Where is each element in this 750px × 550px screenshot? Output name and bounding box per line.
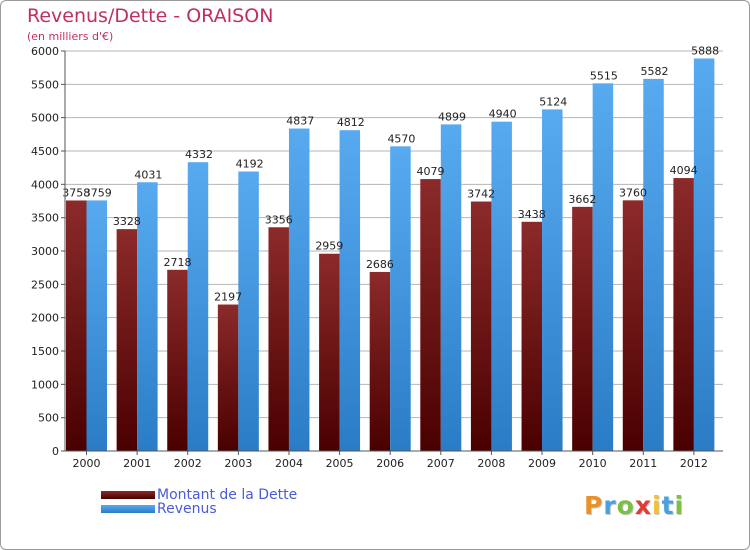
data-label-revenus: 5124 xyxy=(539,95,567,108)
bar-revenus xyxy=(693,58,715,451)
y-tick-label: 3500 xyxy=(31,212,59,225)
bar-revenus xyxy=(238,171,259,452)
bar-revenus xyxy=(288,128,310,451)
data-label-revenus: 4332 xyxy=(185,148,213,161)
legend-label-dette: Montant de la Dette xyxy=(157,487,298,503)
y-tick-label: 2500 xyxy=(31,278,59,291)
data-label-revenus: 4940 xyxy=(489,108,517,121)
y-tick-label: 6000 xyxy=(31,45,59,58)
data-label-revenus: 4812 xyxy=(337,116,365,129)
bar-dette xyxy=(470,201,492,451)
logo-letter: P xyxy=(584,491,604,520)
x-tick-label: 2003 xyxy=(224,457,252,470)
bar-dette xyxy=(521,221,543,451)
y-tick-label: 1000 xyxy=(31,378,59,391)
x-tick-label: 2006 xyxy=(376,457,404,470)
x-tick-label: 2005 xyxy=(326,457,354,470)
data-label-revenus: 4031 xyxy=(134,168,162,181)
logo-letter: i xyxy=(652,491,662,520)
data-label-revenus: 4899 xyxy=(438,110,466,123)
data-label-dette: 2197 xyxy=(214,291,242,304)
bar-dette xyxy=(217,304,239,451)
data-label-dette: 3760 xyxy=(619,186,647,199)
legend-swatch-revenus xyxy=(101,505,155,513)
x-tick-label: 2011 xyxy=(629,457,657,470)
proxiti-logo: Proxiti xyxy=(584,491,684,520)
bar-dette xyxy=(673,178,694,452)
y-tick-label: 4500 xyxy=(31,145,59,158)
x-tick-label: 2007 xyxy=(427,457,455,470)
logo-letter: x xyxy=(634,491,652,520)
data-label-dette: 2686 xyxy=(366,258,394,271)
data-label-dette: 3356 xyxy=(265,213,293,226)
bar-dette xyxy=(420,179,441,452)
y-tick-label: 1500 xyxy=(31,345,59,358)
logo-letter: t xyxy=(661,491,675,520)
y-tick-label: 4000 xyxy=(31,178,59,191)
data-label-revenus: 4570 xyxy=(387,132,415,145)
x-tick-label: 2002 xyxy=(174,457,202,470)
logo-letter: o xyxy=(616,491,635,520)
data-label-dette: 4094 xyxy=(670,164,698,177)
data-label-dette: 2959 xyxy=(315,240,343,253)
bar-dette xyxy=(319,253,340,451)
bar-revenus xyxy=(592,83,614,451)
logo-letter: r xyxy=(603,491,617,520)
bar-revenus xyxy=(390,146,411,452)
data-label-revenus: 5515 xyxy=(590,69,618,82)
data-label-dette: 3662 xyxy=(568,193,596,206)
bar-revenus xyxy=(643,78,664,451)
x-tick-label: 2008 xyxy=(477,457,505,470)
data-label-dette: 4079 xyxy=(417,165,445,178)
data-label-revenus: 5582 xyxy=(641,65,669,78)
data-label-revenus: 4837 xyxy=(286,115,314,128)
data-label-dette: 3742 xyxy=(467,188,495,201)
bar-dette xyxy=(572,206,593,451)
x-tick-label: 2012 xyxy=(680,457,708,470)
data-label-revenus: 3759 xyxy=(84,186,112,199)
y-tick-label: 2000 xyxy=(31,312,59,325)
x-tick-label: 2009 xyxy=(528,457,556,470)
y-tick-label: 5500 xyxy=(31,78,59,91)
bar-revenus xyxy=(137,182,158,451)
legend-item-revenus: Revenus xyxy=(101,501,217,517)
y-tick-label: 3000 xyxy=(31,245,59,258)
y-tick-label: 500 xyxy=(38,412,59,425)
bar-dette xyxy=(116,229,138,451)
data-label-dette: 3758 xyxy=(62,186,90,199)
data-label-dette: 3438 xyxy=(518,208,546,221)
chart-subtitle: (en milliers d'€) xyxy=(27,30,114,43)
data-label-revenus: 4192 xyxy=(236,158,264,171)
bar-revenus xyxy=(491,121,512,452)
bar-revenus xyxy=(187,162,209,451)
bar-dette xyxy=(369,271,391,451)
bar-revenus xyxy=(542,109,563,452)
y-tick-label: 5000 xyxy=(31,112,59,125)
bar-dette xyxy=(167,269,188,451)
x-tick-label: 2001 xyxy=(123,457,151,470)
x-tick-label: 2004 xyxy=(275,457,303,470)
y-tick-label: 0 xyxy=(52,445,59,458)
bar-dette xyxy=(622,200,644,451)
x-tick-label: 2000 xyxy=(73,457,101,470)
data-label-dette: 2718 xyxy=(163,256,191,269)
bar-dette xyxy=(268,227,289,451)
bar-dette xyxy=(66,200,87,451)
chart-title: Revenus/Dette - ORAISON xyxy=(27,5,274,27)
bar-revenus xyxy=(86,200,107,451)
legend-swatch-dette xyxy=(101,491,155,499)
x-tick-label: 2010 xyxy=(579,457,607,470)
legend-label-revenus: Revenus xyxy=(157,501,217,517)
data-label-revenus: 5888 xyxy=(691,44,719,57)
bar-revenus xyxy=(440,124,462,452)
bar-revenus xyxy=(339,130,361,451)
data-label-dette: 3328 xyxy=(113,215,141,228)
logo-letter: i xyxy=(674,491,685,520)
legend-item-dette: Montant de la Dette xyxy=(101,487,297,503)
